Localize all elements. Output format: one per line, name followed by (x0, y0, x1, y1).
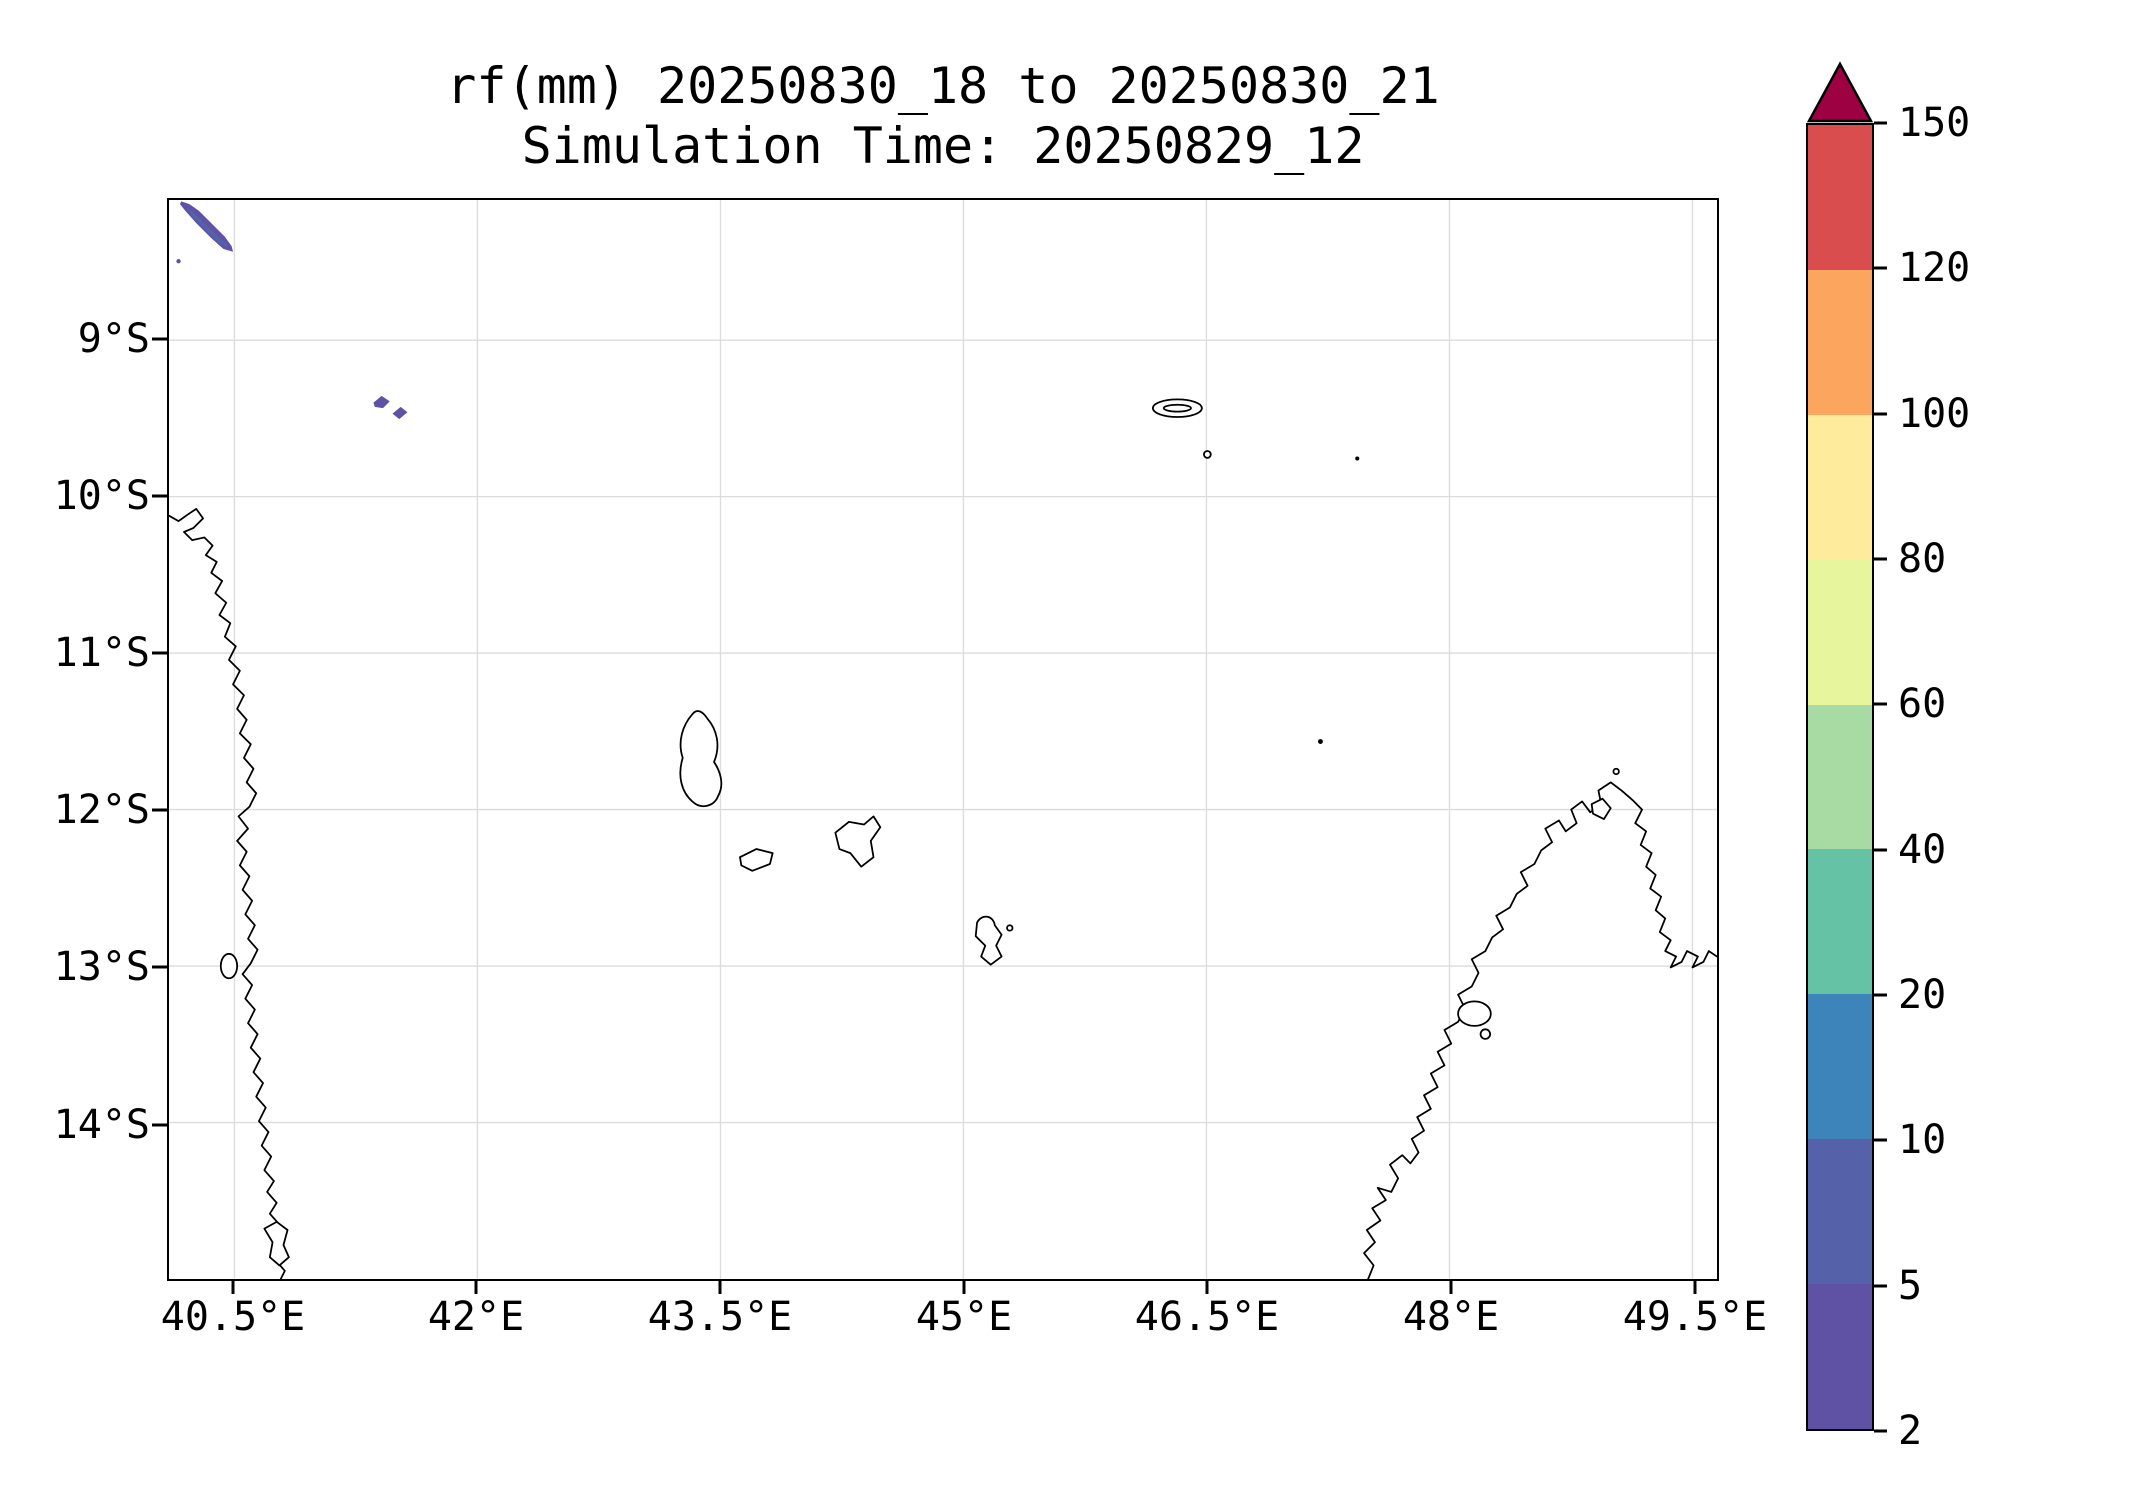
astove-islet-dot (1355, 456, 1360, 461)
x-tick-label: 49.5°E (1622, 1294, 1768, 1340)
colorbar-segment-40-60 (1808, 704, 1872, 850)
rain-patch-speck-a (373, 395, 390, 409)
y-tick-label: 9°S (77, 316, 150, 362)
colorbar-tick-label: 100 (1898, 391, 1971, 437)
figure-subtitle: Simulation Time: 20250829_12 (521, 117, 1365, 175)
figure-title: rf(mm) 20250830_18 to 20250830_21 (446, 57, 1440, 115)
colorbar-tick-mark (1874, 1284, 1887, 1288)
colorbar-tick-label: 2 (1898, 1408, 1923, 1454)
x-tick-mark (1449, 1281, 1453, 1294)
x-tick-mark (1205, 1281, 1209, 1294)
colorbar-segment-10-20 (1808, 994, 1872, 1140)
colorbar-tick-mark (1874, 702, 1887, 706)
x-tick-mark (474, 1281, 478, 1294)
nosy-be-island (1457, 1000, 1492, 1027)
x-tick-mark (718, 1281, 722, 1294)
colorbar-segment-120-150 (1808, 125, 1872, 270)
rainfall-patches (176, 201, 408, 420)
y-tick-label: 10°S (53, 473, 150, 519)
grande-comore-island (679, 710, 723, 808)
x-tick-label: 46.5°E (1134, 1294, 1280, 1340)
madagascar-tip-islet (1590, 797, 1612, 820)
mayotte-petite-terre-islet (1006, 924, 1014, 932)
nosy-komba-island (1479, 1028, 1492, 1040)
colorbar-tick-label: 40 (1898, 827, 1947, 873)
colorbar-extend-triangle (1806, 61, 1874, 123)
colorbar-over-arrow (1806, 61, 1874, 123)
colorbar-tick-mark (1874, 412, 1887, 416)
colorbar-tick-mark (1874, 121, 1887, 125)
gridlines (169, 200, 1717, 1279)
anjouan-island (834, 815, 882, 868)
colorbar-body (1806, 123, 1874, 1431)
y-tick-mark (152, 337, 167, 341)
colorbar-tick-label: 120 (1898, 245, 1971, 291)
colorbar-tick-label: 150 (1898, 100, 1971, 146)
colorbar-tick-mark (1874, 557, 1887, 561)
mozambique-island-south (263, 1220, 290, 1267)
x-tick-mark (1693, 1281, 1697, 1294)
colorbar-segment-100-120 (1808, 269, 1872, 415)
x-tick-label: 40.5°E (160, 1294, 306, 1340)
colorbar-tick-mark (1874, 1429, 1887, 1433)
colorbar-tick-label: 60 (1898, 681, 1947, 727)
colorbar-segment-5-10 (1808, 1139, 1872, 1285)
y-tick-label: 14°S (53, 1102, 150, 1148)
colorbar-tick-mark (1874, 266, 1887, 270)
colorbar-segment-20-40 (1808, 849, 1872, 995)
mayotte-island (974, 915, 1003, 966)
glorioso-islet-dot (1318, 739, 1323, 744)
map-plot-svg (169, 200, 1717, 1279)
y-tick-mark (152, 808, 167, 812)
mozambique-coastal-island (219, 952, 239, 980)
moheli-island (739, 848, 774, 872)
y-tick-label: 12°S (53, 787, 150, 833)
colorbar-tick-label: 80 (1898, 536, 1947, 582)
colorbar-tick-label: 10 (1898, 1117, 1947, 1163)
x-tick-label: 43.5°E (647, 1294, 793, 1340)
figure-title-block: rf(mm) 20250830_18 to 20250830_21 Simula… (167, 56, 1719, 176)
x-tick-label: 48°E (1402, 1294, 1500, 1340)
coastlines (169, 398, 1717, 1279)
mozambique-coastline (169, 507, 286, 1279)
colorbar-tick-mark (1874, 993, 1887, 997)
cap-dambre-islet (1612, 767, 1620, 776)
colorbar-tick-mark (1874, 848, 1887, 852)
rain-dot (176, 259, 181, 264)
colorbar-segment-2-5 (1808, 1284, 1872, 1430)
aldabra-atoll-lagoon (1162, 403, 1192, 413)
colorbar-tick-mark (1874, 1138, 1887, 1142)
colorbar (1806, 61, 1874, 1431)
y-tick-mark (152, 494, 167, 498)
colorbar-segment-60-80 (1808, 559, 1872, 705)
x-tick-label: 42°E (427, 1294, 525, 1340)
y-tick-mark (152, 1123, 167, 1127)
y-tick-label: 11°S (53, 630, 150, 676)
x-tick-mark (231, 1281, 235, 1294)
colorbar-tick-label: 5 (1898, 1263, 1923, 1309)
colorbar-segment-80-100 (1808, 414, 1872, 560)
y-tick-mark (152, 651, 167, 655)
assumption-islet (1203, 450, 1212, 459)
y-tick-mark (152, 965, 167, 969)
colorbar-tick-label: 20 (1898, 972, 1947, 1018)
rain-patch-speck-b (392, 406, 408, 420)
rain-patch-streak-core (188, 208, 228, 248)
y-tick-label: 13°S (53, 944, 150, 990)
x-tick-label: 45°E (915, 1294, 1013, 1340)
map-plot-area (167, 198, 1719, 1281)
x-tick-mark (962, 1281, 966, 1294)
madagascar-coastline (1363, 781, 1717, 1279)
